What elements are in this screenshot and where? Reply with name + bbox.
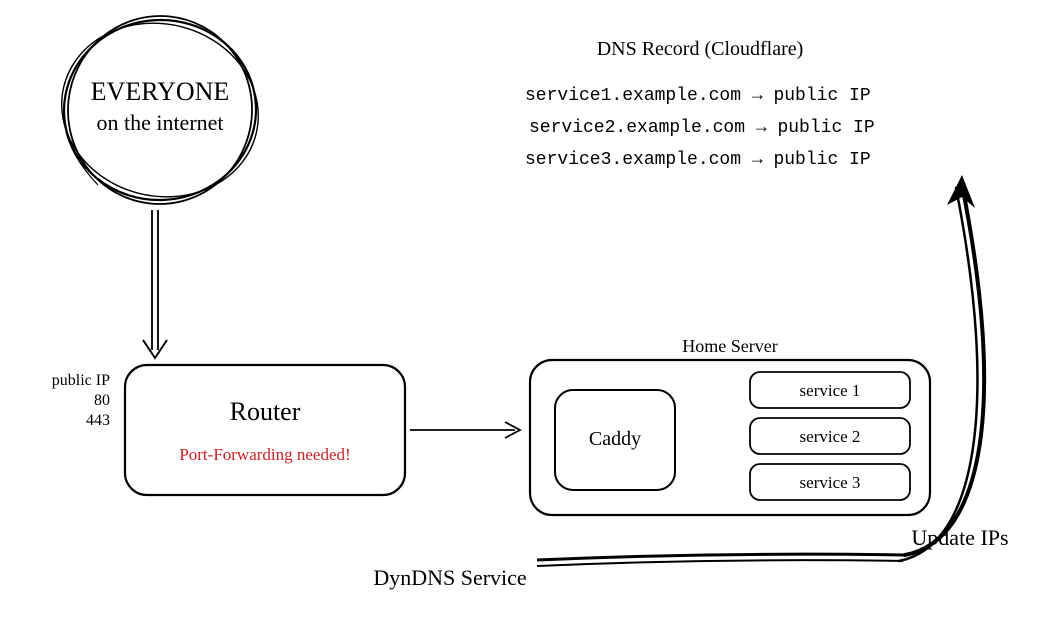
dns-record-1: service1.example.com → public IP	[525, 86, 871, 106]
architecture-diagram: EVERYONE on the internet DNS Record (Clo…	[0, 0, 1046, 625]
home-server-label: Home Server	[682, 336, 777, 356]
router-box: Router Port-Forwarding needed!	[125, 365, 405, 495]
service-3-label: service 3	[800, 473, 861, 492]
update-arrowhead-icon	[947, 175, 975, 208]
service-1-label: service 1	[800, 381, 861, 400]
dyndns-label: DynDNS Service	[373, 565, 526, 590]
label-public-ip: public IP	[52, 372, 110, 389]
service-2-box: service 2	[750, 418, 910, 454]
label-port-443: 443	[86, 412, 110, 429]
caddy-label: Caddy	[589, 428, 641, 450]
home-server: Home Server Caddy service 1 service 2 se…	[530, 336, 930, 515]
dns-record-3: service3.example.com → public IP	[525, 150, 871, 170]
router-warning: Port-Forwarding needed!	[179, 445, 350, 464]
router-port-labels: public IP 80 443	[52, 372, 110, 429]
dyndns-flow: DynDNS Service Update IPs	[373, 175, 1008, 590]
dns-record-block: DNS Record (Cloudflare) service1.example…	[525, 38, 875, 170]
arrow-internet-to-router	[143, 210, 167, 358]
everyone-line1: EVERYONE	[91, 77, 230, 106]
caddy-box: Caddy	[555, 390, 675, 490]
service-1-box: service 1	[750, 372, 910, 408]
update-ips-label: Update IPs	[911, 525, 1008, 550]
everyone-line2: on the internet	[96, 110, 223, 135]
label-port-80: 80	[94, 392, 110, 409]
arrow-router-to-server	[410, 422, 520, 438]
dns-record-2: service2.example.com → public IP	[529, 118, 875, 138]
dns-title: DNS Record (Cloudflare)	[597, 38, 804, 60]
service-3-box: service 3	[750, 464, 910, 500]
service-2-label: service 2	[800, 427, 861, 446]
everyone-cloud: EVERYONE on the internet	[43, 3, 277, 218]
router-title: Router	[230, 397, 301, 426]
